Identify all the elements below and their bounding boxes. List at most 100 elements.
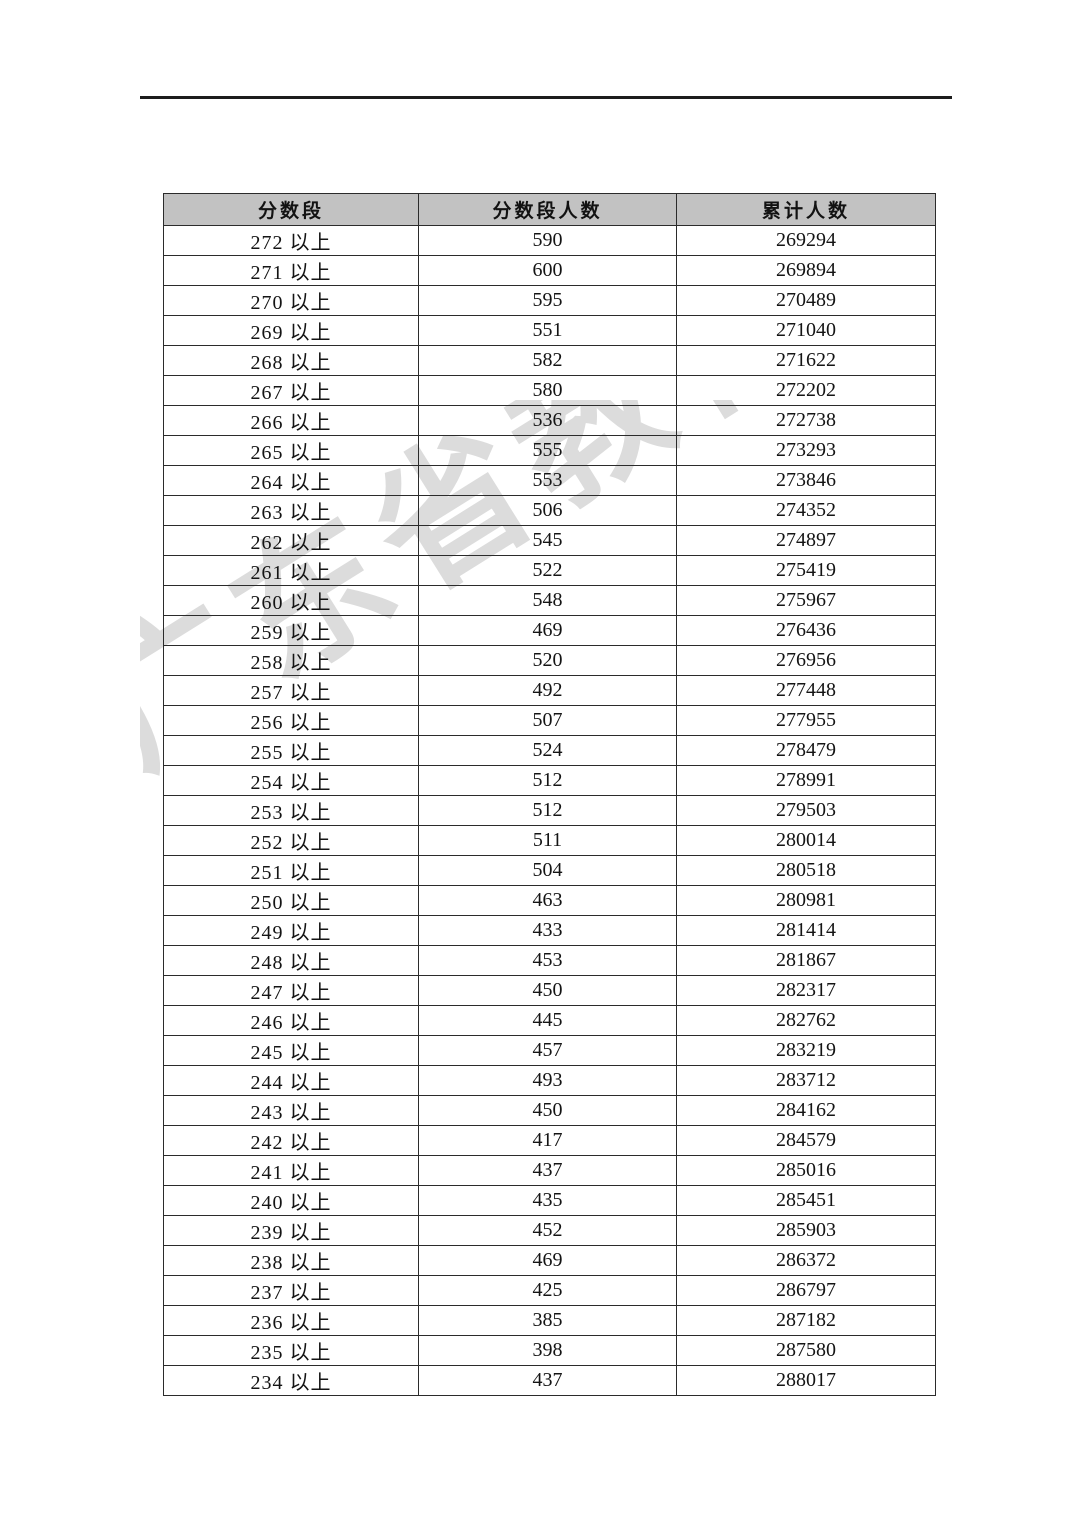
table-row: 272 以上 590 269294 <box>163 225 936 256</box>
cell-score-band: 246 以上 <box>163 1005 419 1036</box>
cell-cumulative-count: 287182 <box>676 1305 936 1336</box>
cell-score-band: 259 以上 <box>163 615 419 646</box>
cell-band-count: 580 <box>418 375 677 406</box>
cell-score-band: 237 以上 <box>163 1275 419 1306</box>
cell-score-band: 272 以上 <box>163 225 419 256</box>
cell-score-band: 244 以上 <box>163 1065 419 1096</box>
table-body: 272 以上 590 269294 271 以上 600 269894 270 以上 595 2… <box>163 225 936 1396</box>
table-row: 251 以上 504 280518 <box>163 855 936 886</box>
cell-score-band: 270 以上 <box>163 285 419 316</box>
cell-cumulative-count: 274352 <box>676 495 936 526</box>
cell-cumulative-count: 285016 <box>676 1155 936 1186</box>
cell-band-count: 452 <box>418 1215 677 1246</box>
cell-score-band: 248 以上 <box>163 945 419 976</box>
cell-band-count: 551 <box>418 315 677 346</box>
cell-band-count: 469 <box>418 1245 677 1276</box>
table-row: 261 以上 522 275419 <box>163 555 936 586</box>
cell-score-band: 262 以上 <box>163 525 419 556</box>
table-row: 238 以上 469 286372 <box>163 1245 936 1276</box>
cell-cumulative-count: 286797 <box>676 1275 936 1306</box>
table-row: 246 以上 445 282762 <box>163 1005 936 1036</box>
cell-cumulative-count: 269894 <box>676 255 936 286</box>
cell-cumulative-count: 273846 <box>676 465 936 496</box>
cell-score-band: 258 以上 <box>163 645 419 676</box>
cell-cumulative-count: 274897 <box>676 525 936 556</box>
table-row: 240 以上 435 285451 <box>163 1185 936 1216</box>
cell-band-count: 512 <box>418 765 677 796</box>
table-row: 237 以上 425 286797 <box>163 1275 936 1306</box>
table-row: 263 以上 506 274352 <box>163 495 936 526</box>
cell-band-count: 506 <box>418 495 677 526</box>
cell-cumulative-count: 270489 <box>676 285 936 316</box>
cell-cumulative-count: 283712 <box>676 1065 936 1096</box>
table-row: 264 以上 553 273846 <box>163 465 936 496</box>
score-distribution-table-container: 分数段 分数段人数 累计人数 272 以上 590 269294 271 以上 600 2… <box>163 193 936 1396</box>
cell-score-band: 260 以上 <box>163 585 419 616</box>
cell-score-band: 250 以上 <box>163 885 419 916</box>
cell-score-band: 265 以上 <box>163 435 419 466</box>
score-distribution-table: 分数段 分数段人数 累计人数 272 以上 590 269294 271 以上 600 2… <box>163 193 936 1396</box>
table-row: 242 以上 417 284579 <box>163 1125 936 1156</box>
table-row: 270 以上 595 270489 <box>163 285 936 316</box>
table-row: 249 以上 433 281414 <box>163 915 936 946</box>
cell-score-band: 263 以上 <box>163 495 419 526</box>
cell-band-count: 385 <box>418 1305 677 1336</box>
table-row: 253 以上 512 279503 <box>163 795 936 826</box>
cell-band-count: 524 <box>418 735 677 766</box>
cell-band-count: 463 <box>418 885 677 916</box>
cell-cumulative-count: 269294 <box>676 225 936 256</box>
table-row: 244 以上 493 283712 <box>163 1065 936 1096</box>
cell-score-band: 235 以上 <box>163 1335 419 1366</box>
table-row: 259 以上 469 276436 <box>163 615 936 646</box>
cell-band-count: 545 <box>418 525 677 556</box>
cell-band-count: 437 <box>418 1155 677 1186</box>
cell-cumulative-count: 271622 <box>676 345 936 376</box>
cell-band-count: 450 <box>418 1095 677 1126</box>
cell-cumulative-count: 277955 <box>676 705 936 736</box>
table-row: 262 以上 545 274897 <box>163 525 936 556</box>
cell-band-count: 425 <box>418 1275 677 1306</box>
cell-cumulative-count: 272202 <box>676 375 936 406</box>
cell-score-band: 239 以上 <box>163 1215 419 1246</box>
cell-score-band: 254 以上 <box>163 765 419 796</box>
cell-cumulative-count: 273293 <box>676 435 936 466</box>
cell-band-count: 453 <box>418 945 677 976</box>
cell-score-band: 236 以上 <box>163 1305 419 1336</box>
cell-score-band: 264 以上 <box>163 465 419 496</box>
cell-band-count: 511 <box>418 825 677 856</box>
cell-cumulative-count: 284579 <box>676 1125 936 1156</box>
cell-band-count: 600 <box>418 255 677 286</box>
cell-band-count: 417 <box>418 1125 677 1156</box>
column-header-score-band: 分数段 <box>163 193 419 226</box>
cell-band-count: 536 <box>418 405 677 436</box>
cell-cumulative-count: 276436 <box>676 615 936 646</box>
table-header: 分数段 分数段人数 累计人数 <box>163 193 936 226</box>
cell-band-count: 457 <box>418 1035 677 1066</box>
table-row: 260 以上 548 275967 <box>163 585 936 616</box>
table-row: 257 以上 492 277448 <box>163 675 936 706</box>
cell-band-count: 582 <box>418 345 677 376</box>
table-row: 245 以上 457 283219 <box>163 1035 936 1066</box>
table-row: 250 以上 463 280981 <box>163 885 936 916</box>
cell-cumulative-count: 271040 <box>676 315 936 346</box>
cell-band-count: 398 <box>418 1335 677 1366</box>
table-row: 234 以上 437 288017 <box>163 1365 936 1396</box>
table-row: 235 以上 398 287580 <box>163 1335 936 1366</box>
cell-band-count: 553 <box>418 465 677 496</box>
cell-score-band: 245 以上 <box>163 1035 419 1066</box>
cell-score-band: 256 以上 <box>163 705 419 736</box>
cell-cumulative-count: 283219 <box>676 1035 936 1066</box>
table-row: 268 以上 582 271622 <box>163 345 936 376</box>
cell-score-band: 240 以上 <box>163 1185 419 1216</box>
cell-band-count: 595 <box>418 285 677 316</box>
cell-score-band: 271 以上 <box>163 255 419 286</box>
table-row: 236 以上 385 287182 <box>163 1305 936 1336</box>
cell-cumulative-count: 276956 <box>676 645 936 676</box>
cell-score-band: 241 以上 <box>163 1155 419 1186</box>
cell-score-band: 249 以上 <box>163 915 419 946</box>
cell-cumulative-count: 288017 <box>676 1365 936 1396</box>
cell-cumulative-count: 285903 <box>676 1215 936 1246</box>
cell-cumulative-count: 280981 <box>676 885 936 916</box>
cell-score-band: 238 以上 <box>163 1245 419 1276</box>
